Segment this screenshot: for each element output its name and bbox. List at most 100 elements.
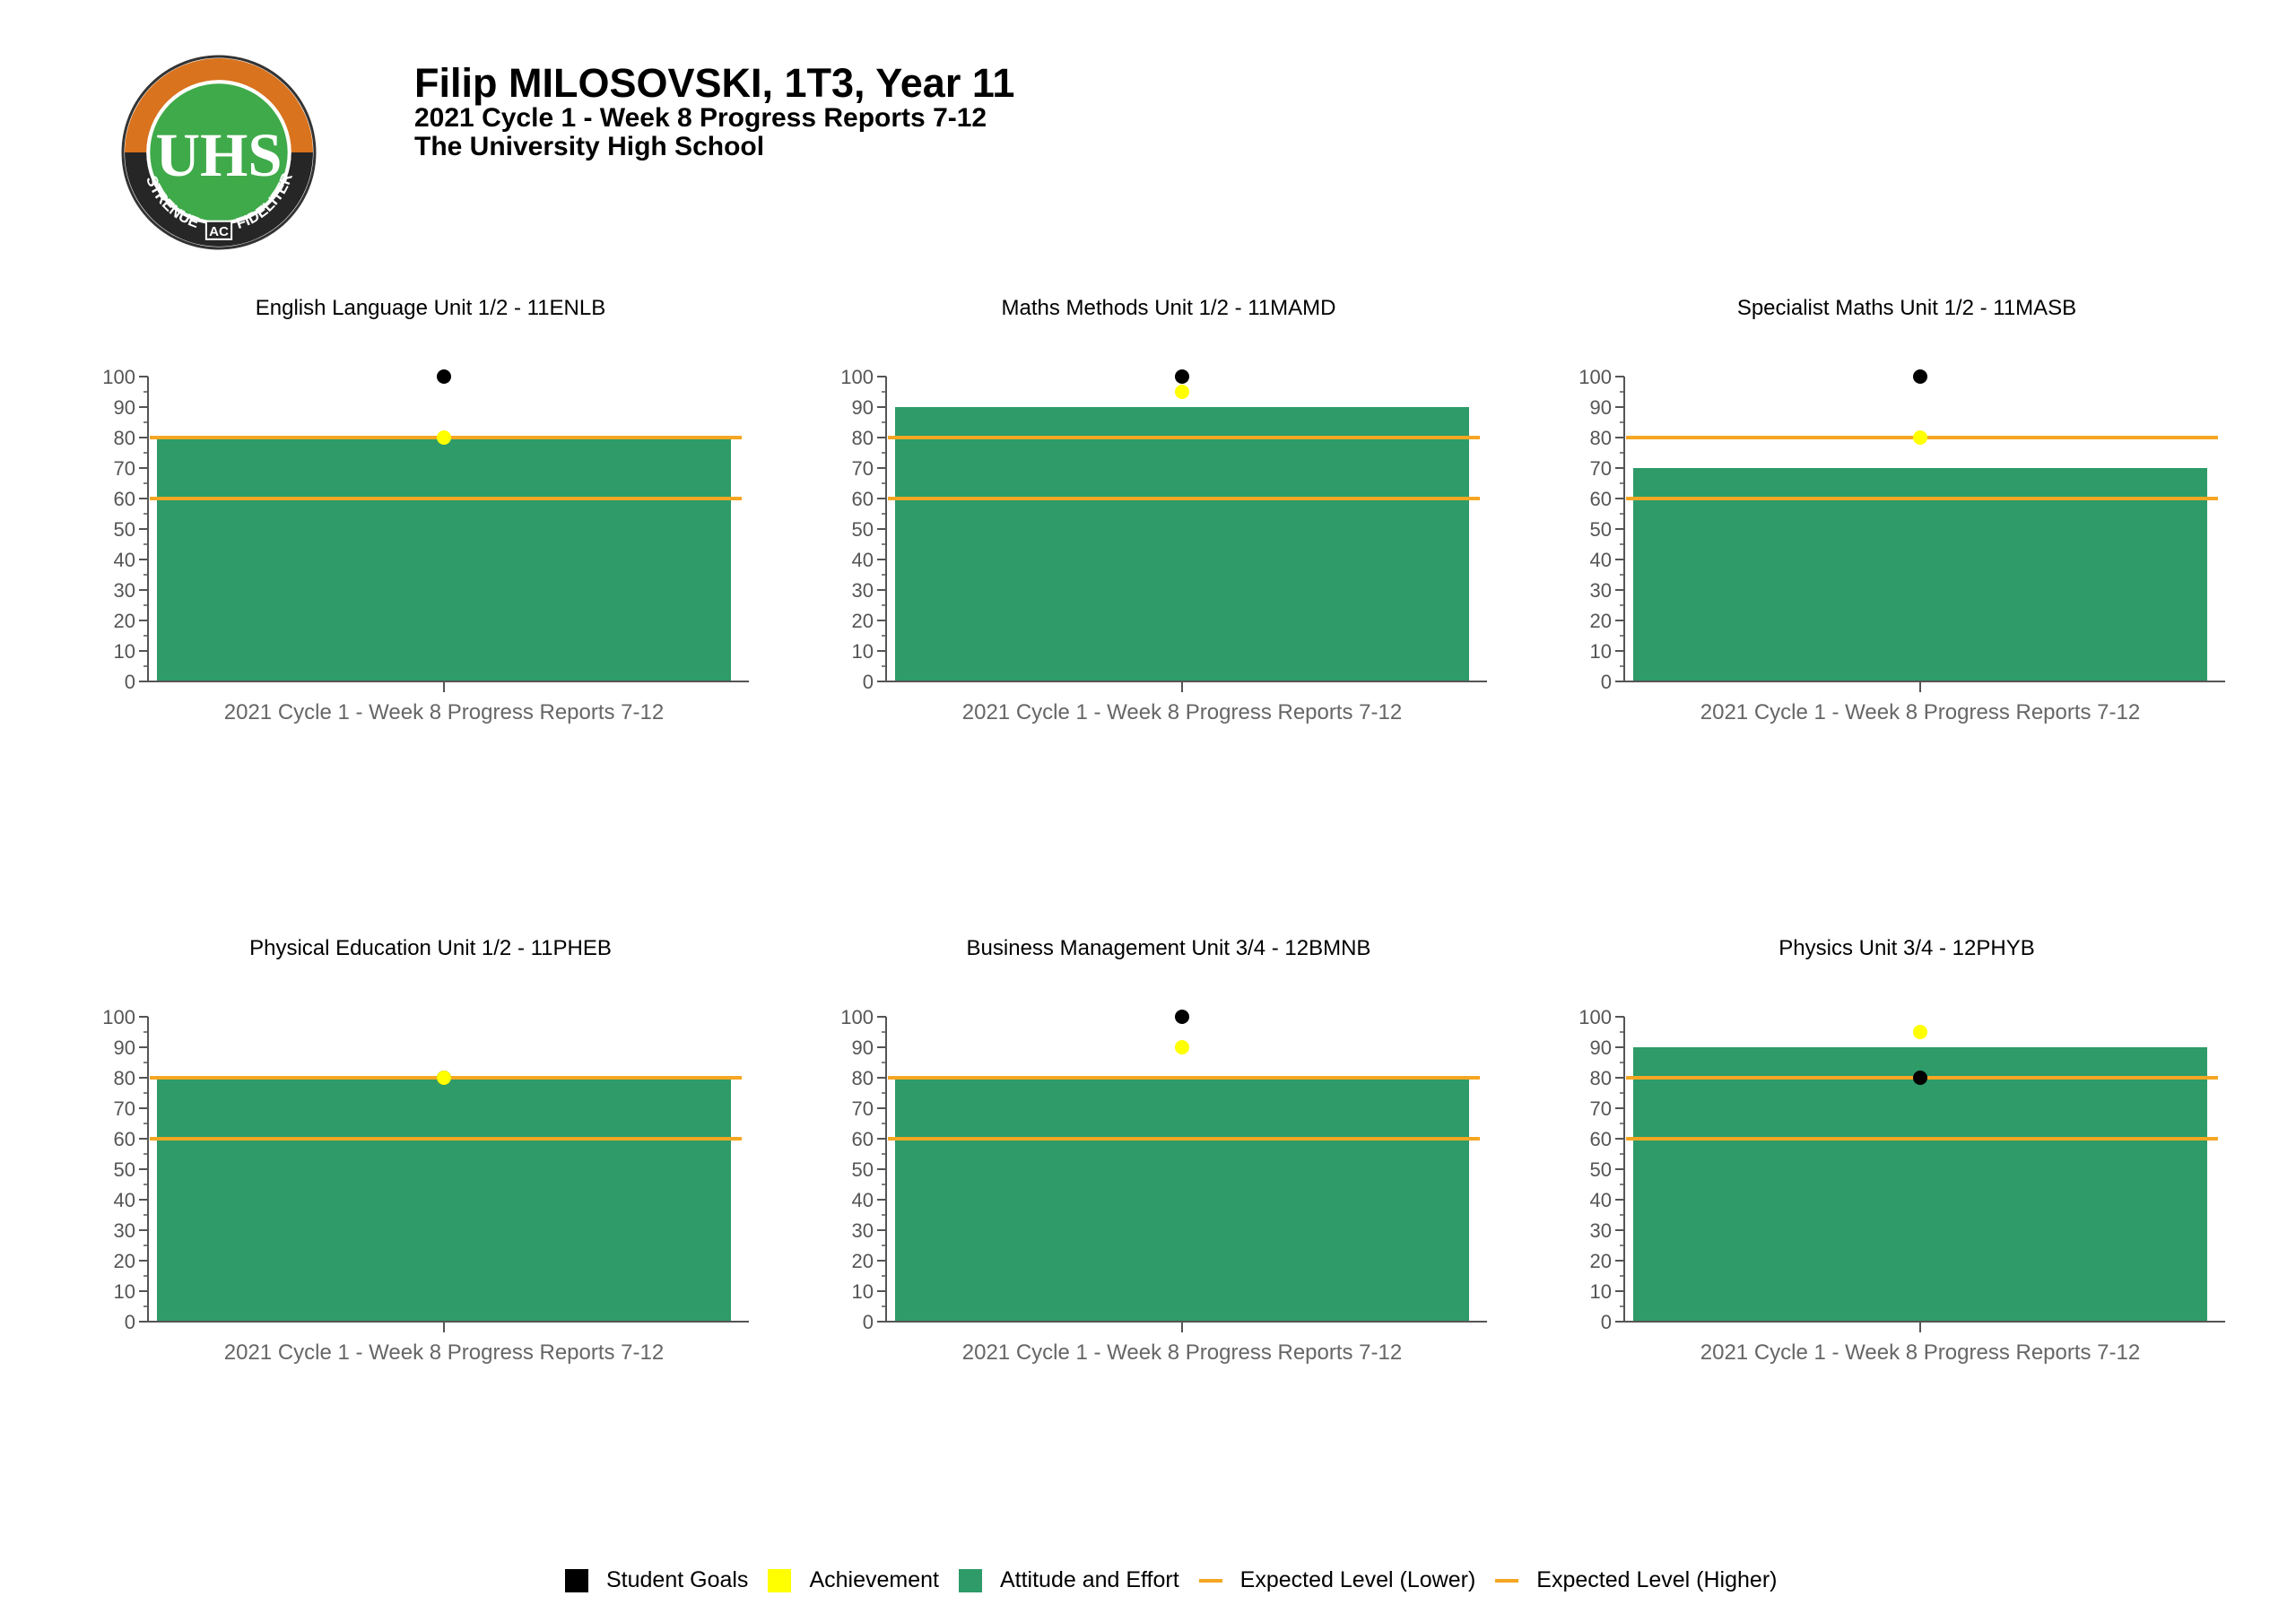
- point-achievement: [1175, 1040, 1189, 1054]
- y-tick-label: 0: [125, 671, 135, 693]
- y-tick-label: 40: [852, 1189, 874, 1211]
- legend-line: [1198, 1578, 1222, 1583]
- y-tick-label: 50: [1590, 1158, 1612, 1181]
- chart-title: Specialist Maths Unit 1/2 - 11MASB: [1736, 296, 2077, 320]
- y-tick-label: 100: [840, 1006, 874, 1028]
- chart-plot: 0 10 20 30 40 50 60 70 80 90 100 2021 Cycle 1 - Wee…: [840, 1006, 1487, 1365]
- legend-swatch: [768, 1568, 792, 1592]
- y-tick-label: 80: [1590, 427, 1612, 449]
- y-tick-label: 90: [114, 396, 135, 419]
- point-student-goals: [1913, 369, 1927, 384]
- y-tick-label: 90: [852, 1037, 874, 1059]
- student-name: Filip MILOSOVSKI, 1T3, Year 11: [414, 60, 1015, 106]
- y-tick-label: 90: [114, 1037, 135, 1059]
- y-tick-label: 30: [114, 1219, 135, 1242]
- chart-legend: Student Goals Achievement Attitude and E…: [565, 1567, 1796, 1593]
- bar-attitude-effort: [895, 407, 1469, 681]
- y-tick-label: 60: [1590, 488, 1612, 510]
- y-tick-label: 80: [852, 1067, 874, 1089]
- y-tick-label: 80: [1590, 1067, 1612, 1089]
- y-tick-label: 90: [1590, 1037, 1612, 1059]
- y-tick-label: 10: [1590, 640, 1612, 663]
- legend-label: Achievement: [809, 1567, 939, 1592]
- legend-swatch: [565, 1568, 588, 1592]
- y-tick-label: 20: [852, 610, 874, 632]
- y-tick-label: 0: [863, 1311, 874, 1333]
- logo-motto-center: AC: [209, 224, 229, 239]
- y-tick-label: 10: [114, 1280, 135, 1303]
- y-tick-label: 20: [114, 610, 135, 632]
- y-tick-label: 40: [1590, 549, 1612, 571]
- x-category-label: 2021 Cycle 1 - Week 8 Progress Reports 7…: [1700, 700, 2140, 724]
- bar-attitude-effort: [157, 1078, 731, 1322]
- y-tick-label: 40: [114, 1189, 135, 1211]
- point-achievement: [437, 1071, 451, 1085]
- school-logo: UHS STRENUE FIDELITER AC: [121, 55, 317, 250]
- y-tick-label: 40: [852, 549, 874, 571]
- y-tick-label: 50: [852, 1158, 874, 1181]
- y-tick-label: 60: [852, 1128, 874, 1150]
- chart-title: Physics Unit 3/4 - 12PHYB: [1779, 936, 2035, 960]
- y-tick-label: 10: [114, 640, 135, 663]
- bar-attitude-effort: [1633, 1047, 2207, 1322]
- y-tick-label: 10: [852, 1280, 874, 1303]
- x-category-label: 2021 Cycle 1 - Week 8 Progress Reports 7…: [962, 700, 1402, 724]
- chart-title: Business Management Unit 3/4 - 12BMNB: [966, 936, 1371, 960]
- y-tick-label: 0: [125, 1311, 135, 1333]
- y-tick-label: 60: [852, 488, 874, 510]
- point-achievement: [1913, 430, 1927, 445]
- y-tick-label: 60: [114, 488, 135, 510]
- point-achievement: [1175, 385, 1189, 399]
- y-tick-label: 20: [852, 1250, 874, 1272]
- legend-label: Expected Level (Lower): [1239, 1567, 1476, 1592]
- logo-monogram: UHS: [155, 121, 282, 189]
- legend-label: Student Goals: [606, 1567, 749, 1592]
- y-tick-label: 20: [1590, 610, 1612, 632]
- x-category-label: 2021 Cycle 1 - Week 8 Progress Reports 7…: [962, 1340, 1402, 1365]
- point-achievement: [437, 430, 451, 445]
- legend-item-goals: Student Goals: [565, 1567, 748, 1593]
- y-tick-label: 100: [102, 366, 135, 388]
- chart-plot: 0 10 20 30 40 50 60 70 80 90 100 2021 Cycle 1 - Wee…: [1578, 366, 2225, 724]
- point-student-goals: [437, 369, 451, 384]
- y-tick-label: 70: [114, 1097, 135, 1120]
- y-tick-label: 80: [852, 427, 874, 449]
- chart-physical-education: Physical Education Unit 1/2 - 11PHEB 0 10…: [63, 936, 798, 1420]
- legend-label: Expected Level (Higher): [1536, 1567, 1778, 1592]
- y-tick-label: 40: [114, 549, 135, 571]
- legend-swatch: [958, 1568, 982, 1592]
- y-tick-label: 20: [1590, 1250, 1612, 1272]
- chart-plot: 0 10 20 30 40 50 60 70 80 90 100 2021 Cycle 1 - Wee…: [1578, 1006, 2225, 1365]
- y-tick-label: 0: [863, 671, 874, 693]
- y-tick-label: 80: [114, 1067, 135, 1089]
- point-student-goals: [1175, 1010, 1189, 1024]
- chart-title: English Language Unit 1/2 - 11ENLB: [255, 296, 606, 320]
- x-category-label: 2021 Cycle 1 - Week 8 Progress Reports 7…: [1700, 1340, 2140, 1365]
- report-header: Filip MILOSOVSKI, 1T3, Year 11 2021 Cycl…: [414, 63, 1014, 161]
- chart-physics: Physics Unit 3/4 - 12PHYB 0 10 20 30 40 50 60 7…: [1539, 936, 2274, 1420]
- y-tick-label: 70: [1590, 457, 1612, 480]
- y-tick-label: 70: [852, 457, 874, 480]
- y-tick-label: 60: [114, 1128, 135, 1150]
- legend-item-expected-lower: Expected Level (Lower): [1198, 1567, 1476, 1593]
- chart-plot: 0 10 20 30 40 50 60 70 80 90 100 2021 Cycle 1 - Wee…: [102, 1006, 749, 1365]
- y-tick-label: 30: [852, 579, 874, 602]
- chart-business-management: Business Management Unit 3/4 - 12BMNB 0 1…: [801, 936, 1536, 1420]
- bar-attitude-effort: [895, 1078, 1469, 1322]
- point-student-goals: [1913, 1071, 1927, 1085]
- x-category-label: 2021 Cycle 1 - Week 8 Progress Reports 7…: [224, 700, 664, 724]
- y-tick-label: 0: [1601, 671, 1612, 693]
- y-tick-label: 50: [114, 518, 135, 541]
- y-tick-label: 50: [1590, 518, 1612, 541]
- y-tick-label: 100: [1578, 1006, 1612, 1028]
- y-tick-label: 30: [1590, 579, 1612, 602]
- y-tick-label: 90: [852, 396, 874, 419]
- point-achievement: [1913, 1025, 1927, 1039]
- chart-maths-methods: Maths Methods Unit 1/2 - 11MAMD 0 10 20 30 4…: [801, 296, 1536, 780]
- bar-attitude-effort: [1633, 468, 2207, 681]
- y-tick-label: 70: [114, 457, 135, 480]
- y-tick-label: 0: [1601, 1311, 1612, 1333]
- y-tick-label: 100: [840, 366, 874, 388]
- chart-title: Maths Methods Unit 1/2 - 11MAMD: [1001, 296, 1336, 320]
- y-tick-label: 50: [852, 518, 874, 541]
